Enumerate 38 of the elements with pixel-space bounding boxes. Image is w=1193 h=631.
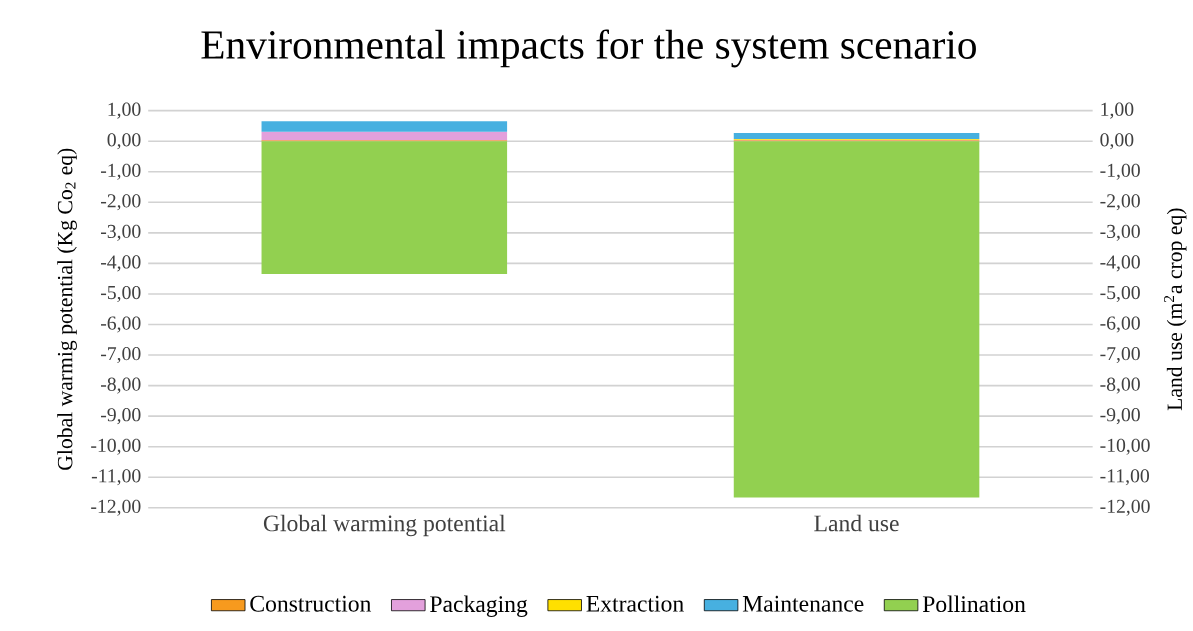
chart-title: Environmental impacts for the system scenario bbox=[201, 29, 976, 68]
y2-tick-label: -11,00 bbox=[1100, 469, 1150, 486]
y2-tick-label: -12,00 bbox=[1100, 499, 1150, 516]
y-tick-label: -7,00 bbox=[100, 346, 141, 363]
legend-label: Packaging bbox=[430, 595, 528, 617]
y-tick-label: -1,00 bbox=[100, 163, 141, 180]
y2-tick-label: -10,00 bbox=[1100, 438, 1150, 455]
y-tick-label: -4,00 bbox=[100, 255, 141, 272]
y2-tick-label: -3,00 bbox=[1100, 224, 1140, 241]
y-tick-label: -5,00 bbox=[100, 285, 141, 302]
x-tick-label: Land use bbox=[814, 514, 899, 532]
y-tick-label: 0,00 bbox=[107, 133, 141, 150]
legend-label: Construction bbox=[250, 595, 372, 612]
y2-tick-label: -1,00 bbox=[1100, 163, 1140, 180]
y2-tick-label: -6,00 bbox=[1100, 316, 1140, 333]
legend-label: Maintenance bbox=[742, 595, 864, 612]
y2-tick-label: 0,00 bbox=[1100, 133, 1134, 150]
y-axis-title: Global warmig potential (Kg Co$_{2}$ eq) bbox=[57, 148, 77, 470]
y-tick-label: 1,00 bbox=[108, 102, 141, 119]
y-tick-label: -12,00 bbox=[91, 499, 141, 516]
y2-tick-label: -9,00 bbox=[1100, 407, 1140, 425]
legend-label: Pollination bbox=[922, 595, 1026, 612]
y2-tick-label: 1,00 bbox=[1101, 102, 1134, 119]
y2-tick-label: -8,00 bbox=[1100, 377, 1140, 394]
y2-tick-label: -5,00 bbox=[1100, 285, 1140, 302]
y-tick-label: -8,00 bbox=[100, 377, 141, 394]
y-tick-label: -10,00 bbox=[91, 438, 141, 455]
y-tick-label: -11,00 bbox=[91, 469, 141, 486]
x-tick-label: Global warming potential bbox=[263, 514, 506, 537]
y-tick-label: -9,00 bbox=[100, 407, 141, 425]
y2-axis-title: Land use (m$^{2}$a crop eq) bbox=[1163, 208, 1187, 411]
legend-label: Extraction bbox=[586, 595, 684, 612]
y-tick-label: -3,00 bbox=[100, 224, 141, 241]
y-tick-label: -6,00 bbox=[100, 316, 141, 333]
y2-tick-label: -2,00 bbox=[1100, 194, 1140, 211]
y-tick-label: -2,00 bbox=[100, 194, 141, 211]
y2-tick-label: -7,00 bbox=[1100, 346, 1140, 363]
y2-tick-label: -4,00 bbox=[1100, 255, 1140, 272]
